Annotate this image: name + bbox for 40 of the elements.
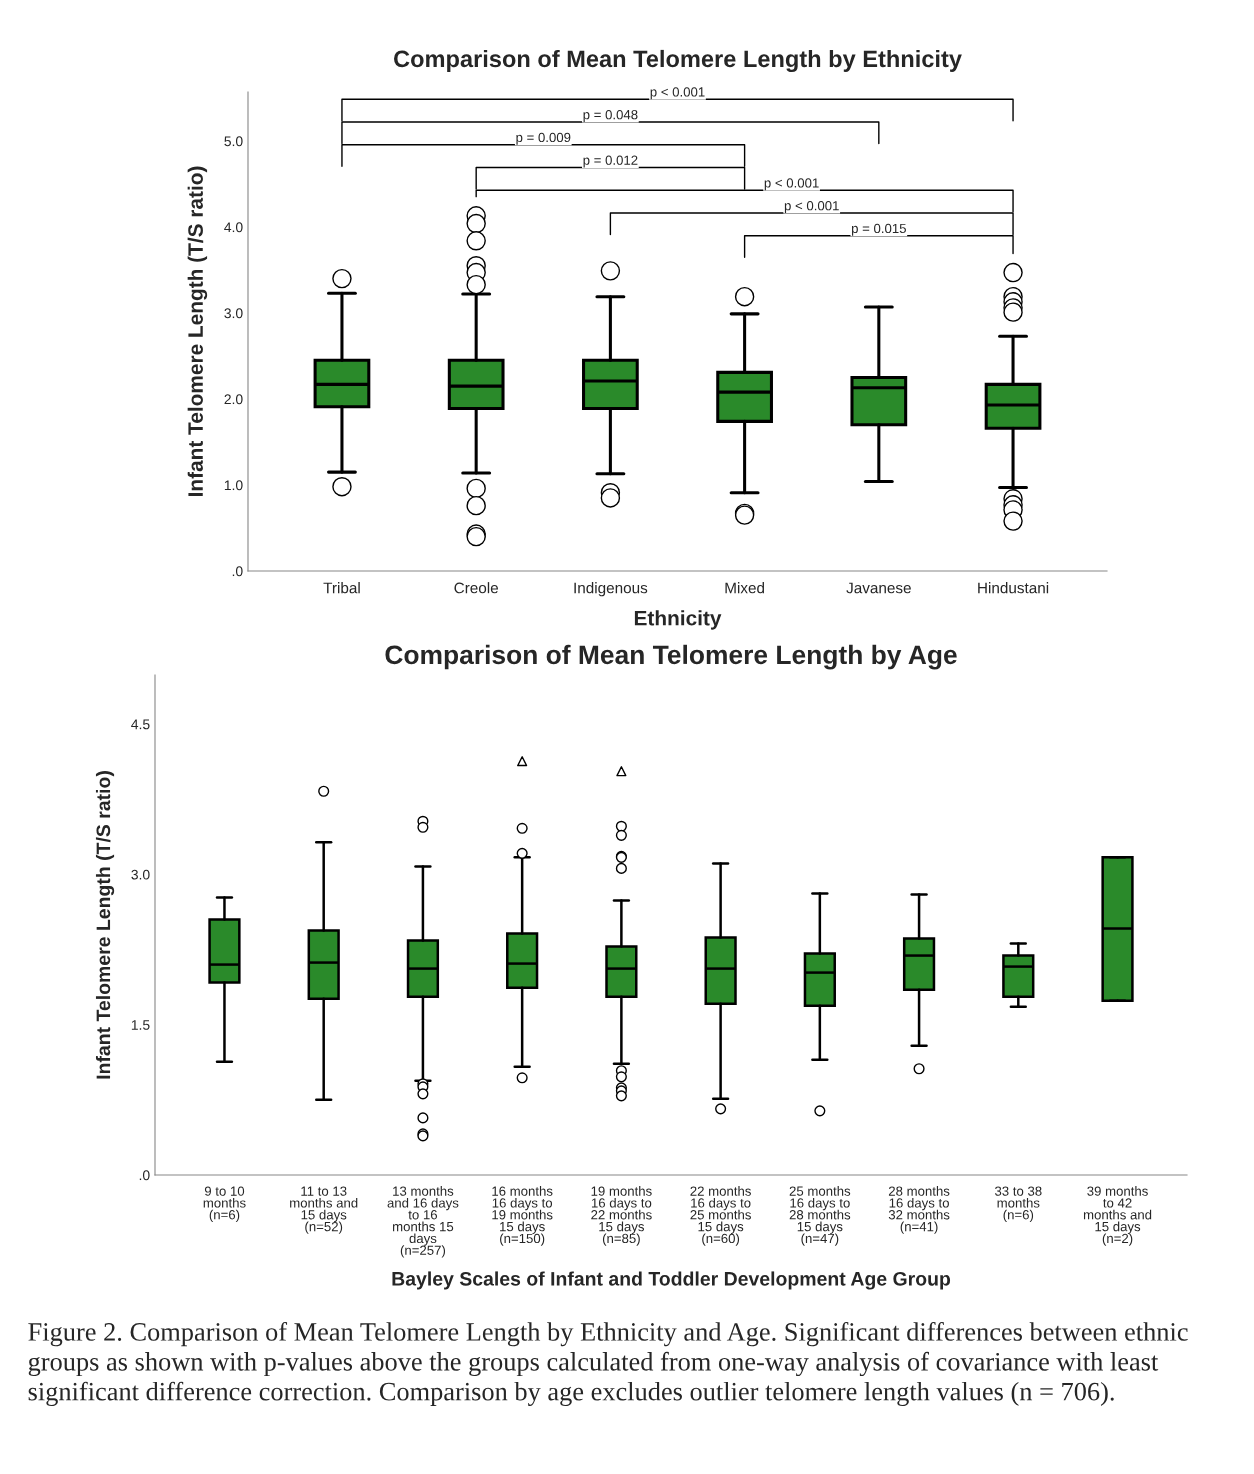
x-tick-label: 11 to 13 months and 15 days (n=52)	[290, 1186, 358, 1234]
x-tick-label: Javanese	[846, 582, 911, 594]
x-tick-label: Hindustani	[978, 582, 1049, 594]
x-tick-label: Tribal	[323, 582, 360, 594]
annotation: p = 0.012	[583, 155, 638, 168]
y-tick-label: 4.0	[224, 222, 243, 233]
x-tick-label: 28 months 16 days to 32 months (n=41)	[888, 1186, 950, 1234]
chart-title: Comparison of Mean Telomere Length by Ethnicity	[394, 49, 962, 72]
y-tick-label: 3.0	[224, 308, 243, 319]
y-tick-label: 2.0	[224, 394, 243, 405]
y-axis-title: Infant Telomere Length (T/S ratio)	[187, 166, 208, 496]
caption: Figure 2. Comparison of Mean Telomere Length by Ethnicity and Age. Significant differences between ethnic groups as shown with p-values above the groups calculated from one-way analysis of covariance with least significant difference correction. Comparison by age excludes outlier telomere length values (n = 706).	[28, 1322, 1188, 1406]
annotation: p < 0.001	[764, 178, 819, 191]
x-tick-label: 25 months 16 days to 28 months 15 days (n=47)	[789, 1186, 851, 1246]
x-tick-label: Indigenous	[574, 582, 648, 597]
x-tick-label: 22 months 16 days to 25 months 15 days (n=60)	[690, 1186, 751, 1246]
y-tick-label: .0	[139, 1170, 150, 1181]
y-axis-title: Infant Telomere Length (T/S ratio)	[95, 771, 115, 1079]
chart-title: Comparison of Mean Telomere Length by Age	[385, 644, 957, 670]
x-tick-label: Mixed	[725, 582, 764, 594]
annotation: p = 0.009	[516, 132, 571, 145]
x-tick-label: 19 months 16 days to 22 months 15 days (n=85)	[591, 1186, 652, 1246]
y-tick-label: 5.0	[224, 136, 243, 147]
y-tick-label: 4.5	[131, 719, 150, 730]
x-tick-label: 33 to 38 months (n=6)	[994, 1186, 1042, 1223]
y-tick-label: 3.0	[131, 869, 150, 880]
x-tick-label: 16 months 16 days to 19 months 15 days (n=150)	[492, 1186, 553, 1246]
x-tick-label: 9 to 10 months (n=6)	[203, 1186, 246, 1223]
annotation: p < 0.001	[784, 201, 839, 213]
annotation: p = 0.048	[583, 109, 638, 122]
y-tick-label: 1.5	[131, 1020, 150, 1030]
y-tick-label: .0	[232, 566, 243, 577]
x-tick-label: 13 months and 16 days to 16 months 15 days (n=257)	[387, 1186, 459, 1258]
x-tick-label: Creole	[454, 582, 498, 594]
x-axis-title: Bayley Scales of Infant and Toddler Development Age Group	[392, 1271, 951, 1290]
y-tick-label: 1.0	[224, 480, 243, 491]
x-tick-label: 39 months to 42 months and 15 days (n=2)	[1083, 1186, 1152, 1246]
annotation: p < 0.001	[650, 87, 705, 100]
annotation: p = 0.015	[851, 223, 906, 236]
x-axis-title: Ethnicity	[634, 610, 722, 630]
